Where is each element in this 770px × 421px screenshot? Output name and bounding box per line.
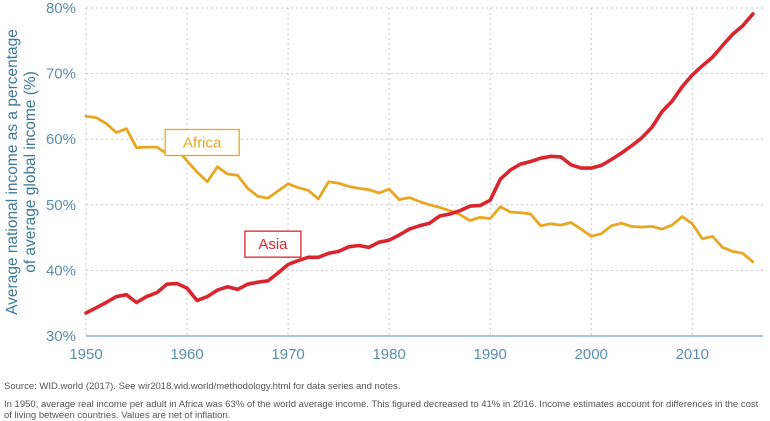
line-chart: 30% 40% 50% 60% 70% 80% 1950 1960 1970 1980 1990 20… (4, 0, 763, 363)
chart-footnote: In 1950, average real income per adult i… (4, 399, 759, 421)
y-axis-title-line: of average global income (%) (22, 71, 39, 273)
series-labels: Africa Asia (164, 128, 302, 258)
series-label-box (164, 128, 240, 157)
series-label-box (244, 230, 302, 258)
y-tick-label: 70% (46, 66, 76, 83)
series-line-africa (84, 114, 755, 264)
series-line-asia (84, 12, 755, 315)
y-axis-title: Average national income as a percentageo… (4, 29, 39, 315)
x-tick-label: 1980 (372, 346, 405, 363)
x-tick-label: 1950 (69, 346, 102, 363)
y-tick-label: 80% (46, 0, 76, 17)
x-tick-label: 1970 (271, 346, 304, 363)
y-tick-label: 40% (46, 262, 76, 279)
series-label-africa: Africa (183, 134, 222, 151)
y-tick-label: 30% (46, 328, 76, 345)
y-tick-label: 60% (46, 131, 76, 148)
axes: 30% 40% 50% 60% 70% 80% 1950 1960 1970 1980 1990 20… (46, 0, 763, 363)
x-tick-label: 1960 (170, 346, 203, 363)
y-tick-label: 50% (46, 197, 76, 214)
x-tick-label: 2010 (676, 346, 709, 363)
y-axis-title-line: Average national income as a percentage (4, 29, 21, 315)
series-label-asia: Asia (258, 236, 288, 253)
x-tick-label: 2000 (575, 346, 608, 363)
x-tick-label: 1990 (473, 346, 506, 363)
series-lines (84, 12, 755, 315)
source-note: Source: WID.world (2017). See wir2018.wi… (4, 381, 401, 392)
